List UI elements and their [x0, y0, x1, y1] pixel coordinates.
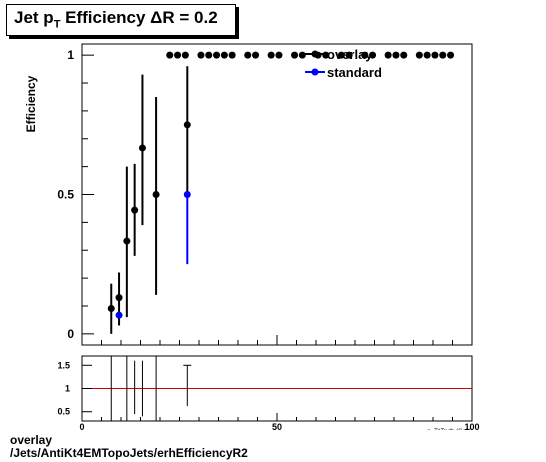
data-point-overlay	[220, 51, 228, 59]
data-point-overlay	[123, 237, 131, 245]
data-point-overlay	[244, 51, 252, 59]
data-point-overlay	[131, 206, 139, 214]
data-point-overlay	[423, 51, 431, 59]
data-point-overlay	[228, 51, 236, 59]
y-tick-label: 0.5	[57, 188, 74, 202]
ratio-y-tick-label: 1	[65, 384, 70, 394]
ratio-x-tick-label: 0	[79, 422, 84, 430]
ratio-y-tick-label: 0.5	[57, 407, 70, 417]
data-point-overlay	[152, 191, 160, 198]
legend-marker-overlay	[311, 50, 319, 58]
data-point-overlay	[392, 51, 400, 59]
main-frame-border	[81, 43, 473, 346]
data-point-overlay	[213, 51, 221, 59]
legend-marker-standard	[311, 68, 319, 76]
data-point-overlay	[275, 51, 283, 59]
data-point-overlay	[400, 51, 408, 59]
chart: 0 0.5 1 Efficiency overlay standard 0.5 1 1.5 0 5…	[24, 43, 480, 430]
data-point-overlay	[205, 51, 213, 59]
data-point-overlay	[115, 294, 123, 302]
data-point-overlay	[291, 51, 299, 59]
ratio-plot-area: 0.5 1 1.5 0 50 100p_T^Truth (GeV)	[57, 355, 480, 430]
data-point-overlay	[197, 51, 205, 59]
data-point-overlay	[337, 51, 345, 59]
data-point-overlay	[439, 51, 447, 59]
title-subscript: T	[53, 18, 61, 31]
data-point-overlay	[369, 51, 377, 59]
legend-label-overlay: overlay	[327, 47, 373, 62]
legend-label-standard: standard	[327, 65, 382, 80]
data-point-overlay	[267, 51, 275, 59]
data-point-overlay	[181, 51, 189, 59]
main-plot-area: 0 0.5 1 Efficiency overlay standard	[24, 43, 473, 346]
ratio-y-tick-label: 1.5	[57, 360, 70, 370]
data-point-overlay	[361, 51, 369, 59]
data-point-standard	[183, 191, 191, 198]
footer-line-2: /Jets/AntiKt4EMTopoJets/erhEfficiencyR2	[10, 446, 248, 460]
data-point-overlay	[415, 51, 423, 59]
data-point-overlay	[174, 51, 182, 59]
data-point-overlay	[431, 51, 439, 59]
title-main: Jet p	[14, 8, 54, 27]
title-box: Jet pT Efficiency ΔR = 0.2	[6, 4, 236, 36]
x-axis-label: p_T^Truth (GeV)	[427, 429, 472, 430]
data-point-overlay	[252, 51, 260, 59]
data-point-overlay	[138, 144, 146, 152]
data-point-overlay	[298, 51, 306, 59]
data-point-overlay	[107, 304, 115, 312]
ratio-x-tick-label: 100	[464, 422, 479, 430]
data-point-overlay	[345, 51, 353, 59]
data-point-standard	[115, 311, 123, 319]
data-point-overlay	[183, 121, 191, 129]
y-axis-label: Efficiency	[24, 75, 38, 132]
title-rest: Efficiency ΔR = 0.2	[60, 8, 218, 27]
y-tick-label: 1	[67, 48, 74, 62]
ratio-x-tick-label: 50	[272, 422, 282, 430]
data-point-overlay	[384, 51, 392, 59]
y-tick-label: 0	[67, 327, 74, 341]
data-point-overlay	[166, 51, 174, 59]
plot-title: Jet pT Efficiency ΔR = 0.2	[14, 8, 218, 30]
footer-line-1: overlay	[10, 433, 53, 447]
data-point-overlay	[447, 51, 455, 59]
